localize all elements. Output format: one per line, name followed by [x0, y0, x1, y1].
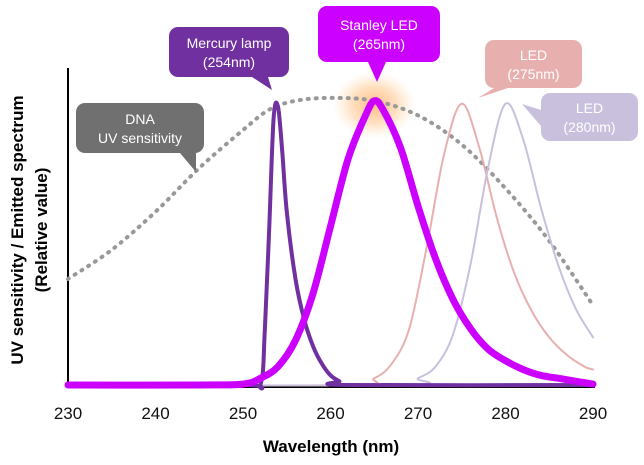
callout-box	[76, 103, 204, 153]
callout-line1: LED	[576, 100, 603, 116]
callout-line2: (254nm)	[203, 54, 255, 70]
x-tick-label: 290	[579, 404, 607, 423]
series-led-275	[67, 102, 594, 387]
callout-dna: DNA UV sensitivity	[76, 103, 204, 172]
callout-pointer	[368, 62, 386, 82]
x-axis-title: Wavelength (nm)	[263, 437, 399, 456]
series-stanley-led	[64, 97, 597, 389]
series-mercury-lamp	[66, 100, 595, 391]
x-tick-label: 230	[54, 404, 82, 423]
callout-mercury: Mercury lamp (254nm)	[169, 27, 289, 90]
callout-box	[485, 40, 582, 88]
y-axis-title-line1: UV sensitivity / Emitted spectrum	[8, 95, 27, 364]
callout-led275: LED (275nm)	[478, 40, 582, 98]
labels-layer: UV sensitivity / Emitted spectrum (Relat…	[8, 95, 399, 456]
x-tick-label: 240	[141, 404, 169, 423]
callout-line2: (275nm)	[507, 66, 559, 82]
callout-stanley: Stanley LED (265nm)	[318, 6, 440, 82]
callout-box	[169, 27, 289, 77]
x-tick-label: 270	[404, 404, 432, 423]
y-axis-title-line2: (Relative value)	[32, 168, 51, 293]
x-tick-label: 260	[316, 404, 344, 423]
callout-line1: Mercury lamp	[187, 35, 272, 51]
callout-box	[318, 6, 440, 62]
callout-box	[541, 93, 638, 141]
callout-line1: LED	[520, 47, 547, 63]
callout-led280: LED (280nm)	[522, 93, 638, 141]
callout-line1: Stanley LED	[340, 17, 418, 33]
callout-pointer	[180, 153, 196, 172]
callout-pointer	[252, 77, 272, 90]
callout-line2: (280nm)	[563, 119, 615, 135]
axes: 230 240 250 260 270 280 290	[54, 68, 607, 423]
callout-line2: (265nm)	[353, 36, 405, 52]
x-tick-label: 280	[491, 404, 519, 423]
x-tick-label: 250	[229, 404, 257, 423]
callout-line2: UV sensitivity	[98, 130, 182, 146]
series-dna-sensitivity	[66, 95, 595, 308]
callout-line1: DNA	[125, 111, 155, 127]
callout-pointer	[522, 104, 541, 126]
series-layer	[64, 95, 597, 391]
callout-pointer	[478, 88, 508, 98]
callouts-layer: DNA UV sensitivity Mercury lamp (254nm) Stan…	[76, 6, 638, 172]
